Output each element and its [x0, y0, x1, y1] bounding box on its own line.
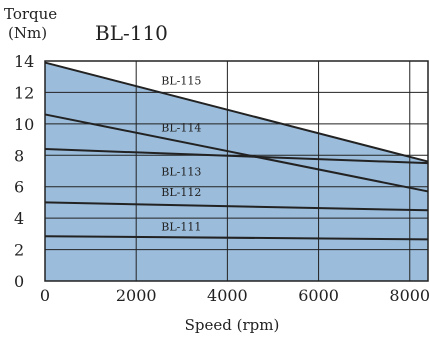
operating-area-fill	[45, 62, 428, 282]
y-tick-label-14: 14	[14, 52, 34, 71]
series-label-bl-113: BL-113	[161, 166, 201, 179]
y-tick-label-8: 8	[14, 146, 24, 165]
chart-title: BL-110	[95, 21, 168, 45]
y-axis-label-line2: (Nm)	[8, 24, 47, 42]
y-tick-label-12: 12	[14, 83, 34, 102]
x-tick-label-6000: 6000	[298, 286, 339, 305]
y-tick-label-0: 0	[14, 272, 24, 291]
y-tick-label-2: 2	[14, 241, 24, 260]
series-line-bl-113	[44, 148, 429, 165]
y-axis-label-line1: Torque	[4, 5, 57, 23]
y-tick-label-6: 6	[14, 178, 24, 197]
y-tick-label-4: 4	[14, 209, 24, 228]
series-label-bl-111: BL-111	[161, 221, 201, 234]
series-line-bl-111	[44, 235, 429, 241]
series-line-bl-115	[44, 61, 429, 163]
x-tick-label-8000: 8000	[389, 286, 430, 305]
series-label-bl-112: BL-112	[161, 186, 201, 199]
y-tick-label-10: 10	[14, 115, 34, 134]
series-line-bl-112	[44, 201, 429, 212]
series-line-bl-114	[44, 113, 429, 193]
x-tick-label-4000: 4000	[207, 286, 248, 305]
series-label-bl-114: BL-114	[161, 122, 201, 135]
series-label-bl-115: BL-115	[161, 75, 201, 88]
x-tick-label-2000: 2000	[116, 286, 157, 305]
plot-area: BL-115 BL-114 BL-113 BL-112 BL-111 0 2 4 6 8 10 12 1…	[14, 52, 430, 305]
x-axis-label: Speed (rpm)	[185, 316, 280, 334]
plot-border	[44, 60, 429, 282]
x-tick-label-0: 0	[40, 286, 50, 305]
